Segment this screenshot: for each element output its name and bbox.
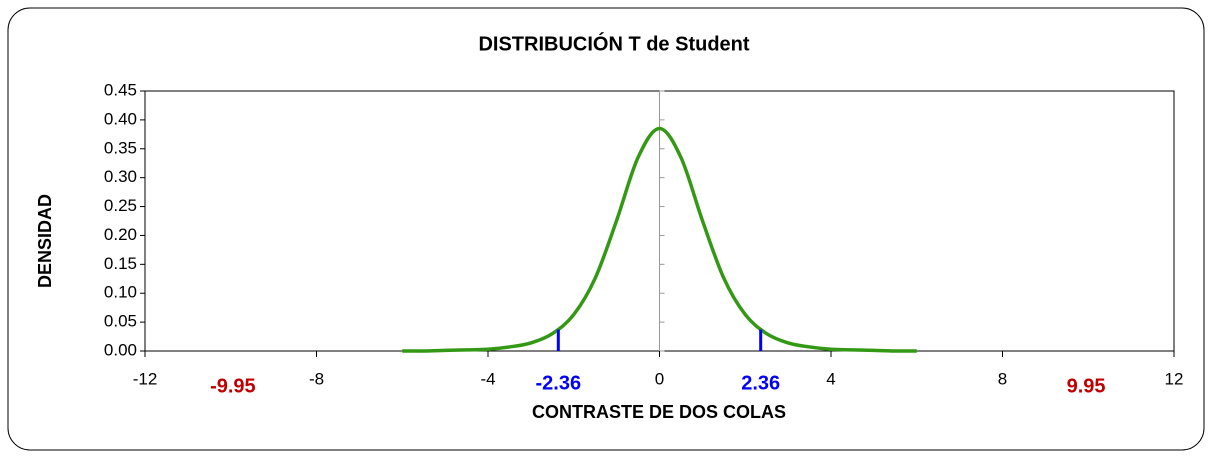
annotation: -9.95 — [210, 375, 256, 397]
critical-label: -2.36 — [536, 372, 582, 394]
x-axis-title: CONTRASTE DE DOS COLAS — [532, 402, 786, 422]
x-tick-label: 8 — [998, 369, 1007, 388]
y-tick-label: 0.20 — [104, 225, 137, 244]
annotation: 9.95 — [1067, 375, 1106, 397]
y-tick-label: 0.40 — [104, 109, 137, 128]
chart-border — [7, 7, 1205, 451]
y-tick-label: 0.10 — [104, 283, 137, 302]
y-tick-label: 0.15 — [104, 254, 137, 273]
critical-label: 2.36 — [741, 372, 780, 394]
x-tick-label: -12 — [133, 369, 158, 388]
x-tick-label: -4 — [480, 369, 495, 388]
x-tick-label: 12 — [1165, 369, 1184, 388]
y-tick-label: 0.00 — [104, 340, 137, 359]
x-tick-label: 0 — [655, 369, 664, 388]
y-tick-label: 0.05 — [104, 312, 137, 331]
density-curve — [402, 126, 917, 353]
y-tick-label: 0.25 — [104, 196, 137, 215]
y-axis-title: DENSIDAD — [35, 194, 55, 288]
x-tick-label: 4 — [826, 369, 835, 388]
chart-title: DISTRIBUCIÓN T de Student — [478, 31, 749, 55]
y-tick-label: 0.30 — [104, 167, 137, 186]
y-tick-label: 0.35 — [104, 138, 137, 157]
x-tick-label: -8 — [309, 369, 324, 388]
y-tick-label: 0.45 — [104, 80, 137, 99]
